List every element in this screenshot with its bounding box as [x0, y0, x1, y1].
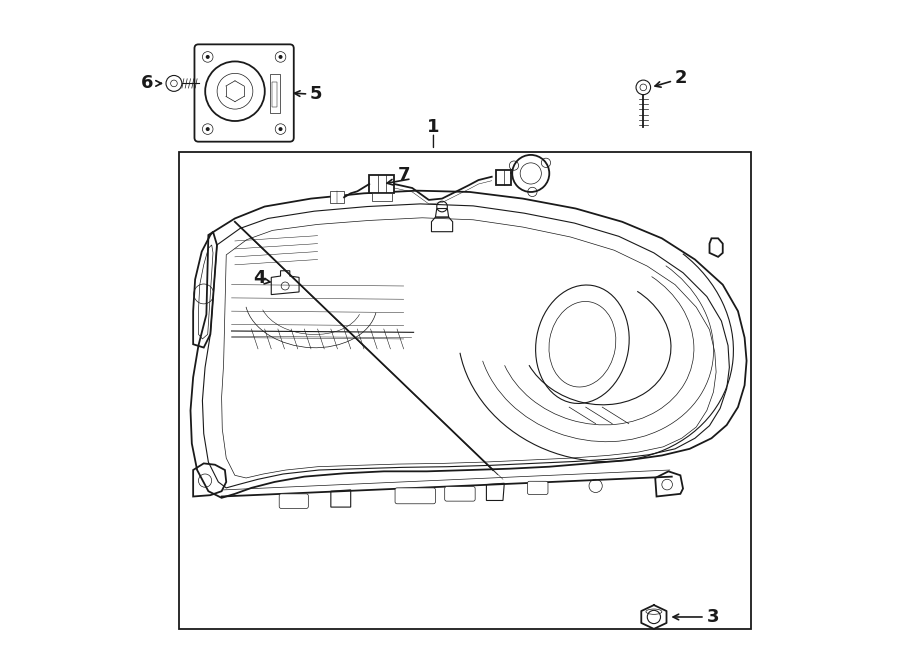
FancyBboxPatch shape — [194, 44, 293, 142]
Text: 4: 4 — [253, 269, 266, 287]
Bar — [329, 191, 344, 203]
FancyBboxPatch shape — [395, 488, 436, 504]
Bar — [369, 175, 394, 193]
Bar — [273, 81, 277, 107]
Bar — [372, 193, 392, 201]
Circle shape — [278, 127, 283, 131]
Text: 7: 7 — [398, 166, 410, 185]
Circle shape — [206, 55, 210, 59]
FancyBboxPatch shape — [445, 487, 475, 501]
Bar — [270, 74, 280, 113]
Circle shape — [206, 127, 210, 131]
Text: 6: 6 — [140, 74, 153, 93]
Text: 1: 1 — [428, 118, 440, 136]
FancyBboxPatch shape — [527, 481, 548, 495]
Circle shape — [278, 55, 283, 59]
Bar — [178, 152, 752, 629]
Bar — [496, 170, 511, 185]
Text: 2: 2 — [674, 69, 687, 87]
Text: 3: 3 — [707, 608, 720, 626]
FancyBboxPatch shape — [279, 494, 309, 508]
Text: 5: 5 — [310, 85, 322, 103]
